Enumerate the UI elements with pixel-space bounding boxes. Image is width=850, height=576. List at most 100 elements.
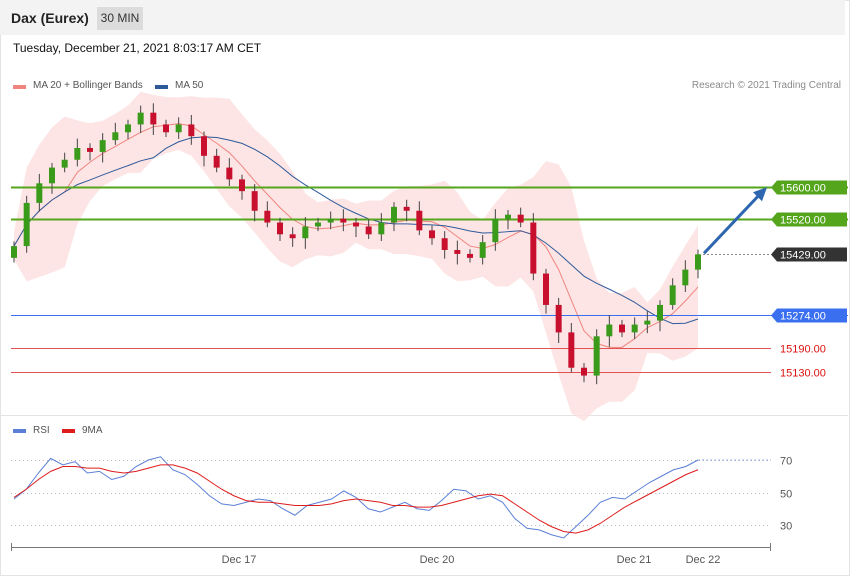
- level-label-15190.00: 15190.00: [780, 344, 826, 356]
- candle-body: [49, 167, 55, 184]
- candle-body: [606, 324, 613, 337]
- candle-body: [188, 124, 195, 137]
- candle-body: [239, 179, 245, 192]
- candle-body: [530, 222, 537, 274]
- candle-body: [99, 140, 106, 152]
- rsi-legend-swatch: [13, 429, 26, 433]
- panel-divider: [0, 415, 848, 416]
- time-tick-2: Dec 21: [617, 554, 652, 566]
- candle-body: [11, 246, 17, 258]
- candle-body: [441, 238, 448, 250]
- candle-body: [657, 304, 663, 321]
- candle-body: [112, 132, 119, 141]
- ma20-legend-swatch: [13, 85, 26, 89]
- arrow-shaft: [702, 194, 761, 255]
- candle-body: [517, 214, 524, 223]
- level-label-15600.00: 15600.00: [780, 183, 826, 195]
- level-tag-15429.00: [771, 247, 847, 262]
- candle-body: [593, 336, 600, 376]
- time-axis: Dec 17 Dec 20 Dec 21 Dec 22: [11, 543, 771, 566]
- candle-body: [365, 226, 372, 235]
- candle-body: [505, 214, 511, 219]
- level-tag-15520.00: [771, 212, 847, 227]
- time-tick-3: Dec 22: [686, 554, 721, 566]
- rsi-tick-70: 70: [780, 456, 792, 468]
- candle-body: [327, 218, 334, 223]
- bollinger-bands: [14, 91, 698, 422]
- ma20-legend-label: MA 20 + Bollinger Bands: [33, 80, 143, 91]
- research-credit: Research © 2021 Trading Central: [691, 80, 841, 91]
- candle-body: [87, 147, 93, 152]
- candle-body: [289, 234, 296, 239]
- candle-body: [36, 183, 43, 203]
- candle-body: [175, 124, 182, 133]
- chart-header: Dax (Eurex) 30 MIN: [0, 0, 845, 35]
- level-label-15130.00: 15130.00: [780, 368, 826, 380]
- candle-body: [125, 124, 131, 133]
- candle-body: [555, 304, 562, 333]
- candle-body: [695, 254, 701, 270]
- price-levels: [11, 186, 848, 373]
- candle-body: [163, 124, 169, 133]
- rsi-ma-line: [13, 464, 699, 534]
- candle-body: [479, 242, 486, 258]
- candle-body: [353, 222, 359, 227]
- instrument-title: Dax (Eurex): [11, 10, 89, 26]
- candle-body: [61, 159, 68, 168]
- level-label-15274.00: 15274.00: [780, 311, 826, 323]
- candle-body: [644, 320, 651, 325]
- candle-body: [251, 191, 258, 211]
- timeframe-badge[interactable]: 30 MIN: [97, 7, 143, 30]
- projection-arrow: [702, 187, 767, 255]
- rsi-line: [13, 456, 699, 539]
- candle-body: [568, 332, 575, 368]
- candle-body: [543, 273, 549, 305]
- candle-body: [391, 206, 397, 223]
- candle-body: [226, 167, 233, 180]
- candle-body: [23, 202, 30, 247]
- ma50-legend-label: MA 50: [175, 80, 204, 91]
- candle-body: [631, 324, 638, 333]
- candle-body: [150, 112, 157, 125]
- rsi-ma-legend-label: 9MA: [82, 425, 103, 436]
- ma50-legend-swatch: [155, 85, 168, 89]
- rsi-legend-label: RSI: [33, 425, 50, 436]
- rsi-panel: 70 50 30: [11, 456, 792, 539]
- candle-body: [669, 285, 676, 305]
- level-label-15429.00: 15429.00: [780, 250, 826, 262]
- candle-body: [619, 324, 625, 333]
- time-tick-1: Dec 20: [420, 554, 455, 566]
- candlesticks: [11, 103, 701, 385]
- candle-body: [403, 206, 410, 211]
- candle-body: [429, 230, 435, 239]
- candle-body: [454, 250, 461, 254]
- candle-body: [277, 222, 283, 235]
- candle-body: [315, 222, 321, 227]
- rsi-tick-30: 30: [780, 521, 792, 533]
- level-tag-15274.00: [771, 308, 847, 323]
- arrow-head: [753, 187, 767, 202]
- candle-body: [201, 136, 207, 156]
- candle-body: [467, 253, 473, 258]
- candle-body: [492, 218, 499, 243]
- candle-body: [213, 155, 220, 168]
- level-labels: 15600.00 15520.00 15429.00 15274.00 15190.00…: [771, 180, 847, 380]
- candle-body: [581, 367, 587, 376]
- candle-body: [302, 226, 309, 239]
- candle-body: [416, 210, 423, 231]
- rsi-tick-50: 50: [780, 489, 792, 501]
- ma50-line: [13, 136, 699, 325]
- candle-body: [137, 112, 144, 125]
- bollinger-band-area: [14, 91, 698, 422]
- candle-body: [378, 222, 385, 235]
- level-label-15520.00: 15520.00: [780, 215, 826, 227]
- candle-body: [340, 218, 347, 223]
- rsi-ma-legend-swatch: [62, 429, 75, 433]
- candle-body: [74, 147, 81, 160]
- candle-body: [264, 210, 271, 223]
- time-tick-0: Dec 17: [222, 554, 257, 566]
- chart-datetime: Tuesday, December 21, 2021 8:03:17 AM CE…: [13, 41, 262, 55]
- level-tag-15600.00: [771, 180, 847, 195]
- candle-body: [682, 269, 689, 286]
